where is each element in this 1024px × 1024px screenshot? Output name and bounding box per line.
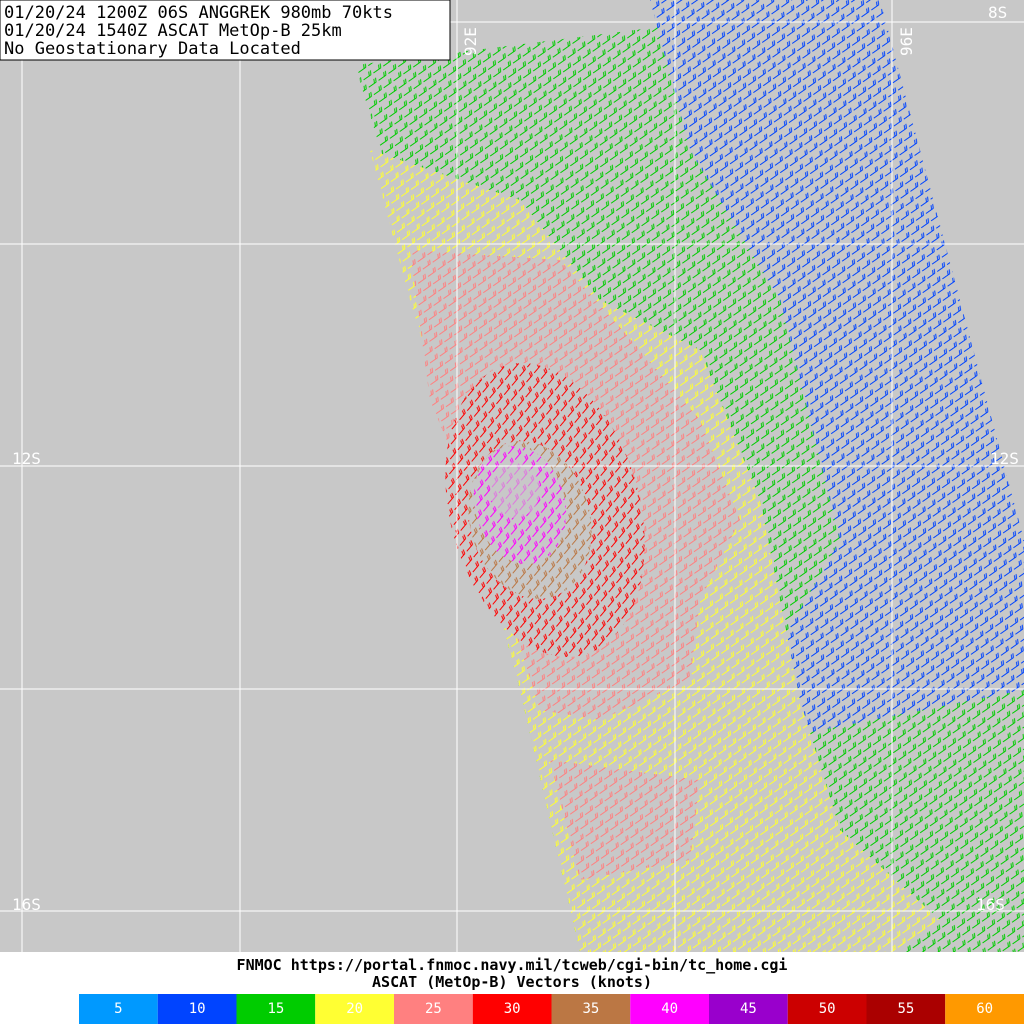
legend-swatch (472, 994, 552, 1024)
legend-label: 25 (425, 1001, 442, 1017)
lat-label: 12S (12, 449, 41, 468)
legend-swatch (79, 994, 158, 1024)
wind-region (550, 760, 700, 880)
legend-label: 60 (976, 1001, 993, 1017)
grid (0, 0, 1024, 952)
legend-swatch (551, 994, 631, 1024)
header-line: 01/20/24 1200Z 06S ANGGREK 980mb 70kts (4, 3, 393, 23)
legend-label: 5 (114, 1001, 122, 1017)
legend-swatch (945, 994, 1024, 1024)
legend-label: 55 (897, 1001, 914, 1017)
legend-swatch (394, 994, 473, 1024)
legend-label: 45 (740, 1001, 757, 1017)
legend: 5 10 15 20 25 30 35 40 45 50 55 60 (79, 994, 1024, 1024)
lon-label: 96E (897, 27, 916, 56)
header-box (0, 0, 451, 61)
legend-label: 50 (819, 1001, 836, 1017)
wind-swath (355, 0, 1024, 952)
legend-label: 35 (582, 1001, 599, 1017)
legend-swatch (157, 994, 237, 1024)
legend-label: 15 (267, 1001, 284, 1017)
legend-swatch (866, 994, 946, 1024)
legend-swatch (709, 994, 788, 1024)
legend-label: 30 (504, 1001, 521, 1017)
lat-label: 16S (12, 895, 41, 914)
lat-label: 12S (990, 449, 1019, 468)
legend-swatch (787, 994, 867, 1024)
legend-label: 10 (189, 1001, 206, 1017)
storm-center (490, 462, 540, 518)
legend-swatch (236, 994, 316, 1024)
lon-label: 92E (461, 27, 480, 56)
header-line: No Geostationary Data Located (4, 39, 301, 59)
legend-label: 40 (661, 1001, 678, 1017)
lat-label: 16S (976, 895, 1005, 914)
header-line: 01/20/24 1540Z ASCAT MetOp-B 25km (4, 21, 342, 41)
legend-label: 20 (346, 1001, 363, 1017)
footer-source: FNMOC https://portal.fnmoc.navy.mil/tcwe… (237, 956, 788, 974)
footer-caption: ASCAT (MetOp-B) Vectors (knots) (372, 973, 652, 991)
wind-region (650, 0, 1024, 750)
legend-swatch (630, 994, 709, 1024)
legend-swatch (315, 994, 394, 1024)
lat-label: 8S (988, 3, 1007, 22)
